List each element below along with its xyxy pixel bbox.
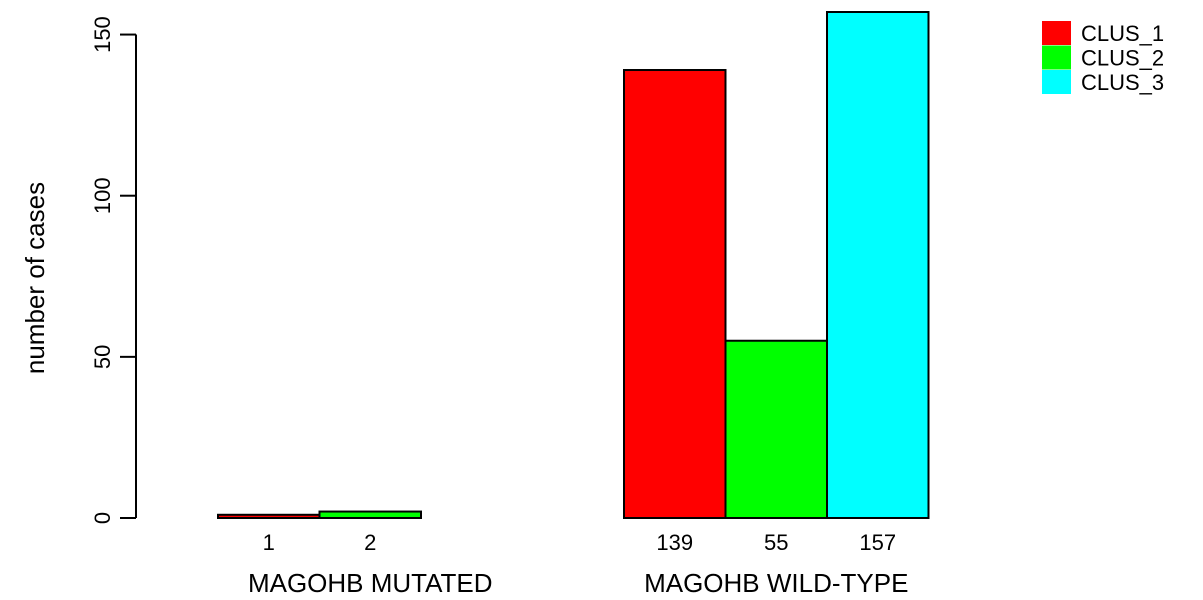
bar-clus-3-2 xyxy=(826,11,930,519)
legend-swatch xyxy=(1042,70,1071,94)
legend-label: CLUS_1 xyxy=(1081,21,1164,46)
group-label: MAGOHB WILD-TYPE xyxy=(644,568,908,598)
bar-count-label: 157 xyxy=(859,530,896,555)
bar-clus-2-1 xyxy=(318,510,422,519)
count-labels: 1 2 139 55 157 xyxy=(263,530,896,555)
y-axis: 0 50 100 150 xyxy=(90,16,137,524)
legend-label: CLUS_2 xyxy=(1081,46,1164,71)
legend-label: CLUS_3 xyxy=(1081,70,1164,95)
y-tick-label: 100 xyxy=(90,177,115,214)
bar-clus-2-2 xyxy=(724,339,828,519)
bar-count-label: 139 xyxy=(656,530,693,555)
y-axis-label: number of cases xyxy=(20,182,50,374)
y-tick-label: 50 xyxy=(90,345,115,369)
y-tick-label: 150 xyxy=(90,16,115,53)
group-label: MAGOHB MUTATED xyxy=(248,568,493,598)
bar-clus-1-1 xyxy=(217,513,321,520)
legend-swatch xyxy=(1042,45,1071,70)
y-tick-label: 0 xyxy=(90,512,115,524)
legend-swatch xyxy=(1042,21,1071,45)
group-labels: MAGOHB MUTATED MAGOHB WILD-TYPE xyxy=(248,568,908,598)
bars xyxy=(217,11,930,520)
bar-count-label: 1 xyxy=(263,530,275,555)
bar-count-label: 2 xyxy=(364,530,376,555)
bar-count-label: 55 xyxy=(764,530,788,555)
bar-clus-1-2 xyxy=(623,69,727,520)
